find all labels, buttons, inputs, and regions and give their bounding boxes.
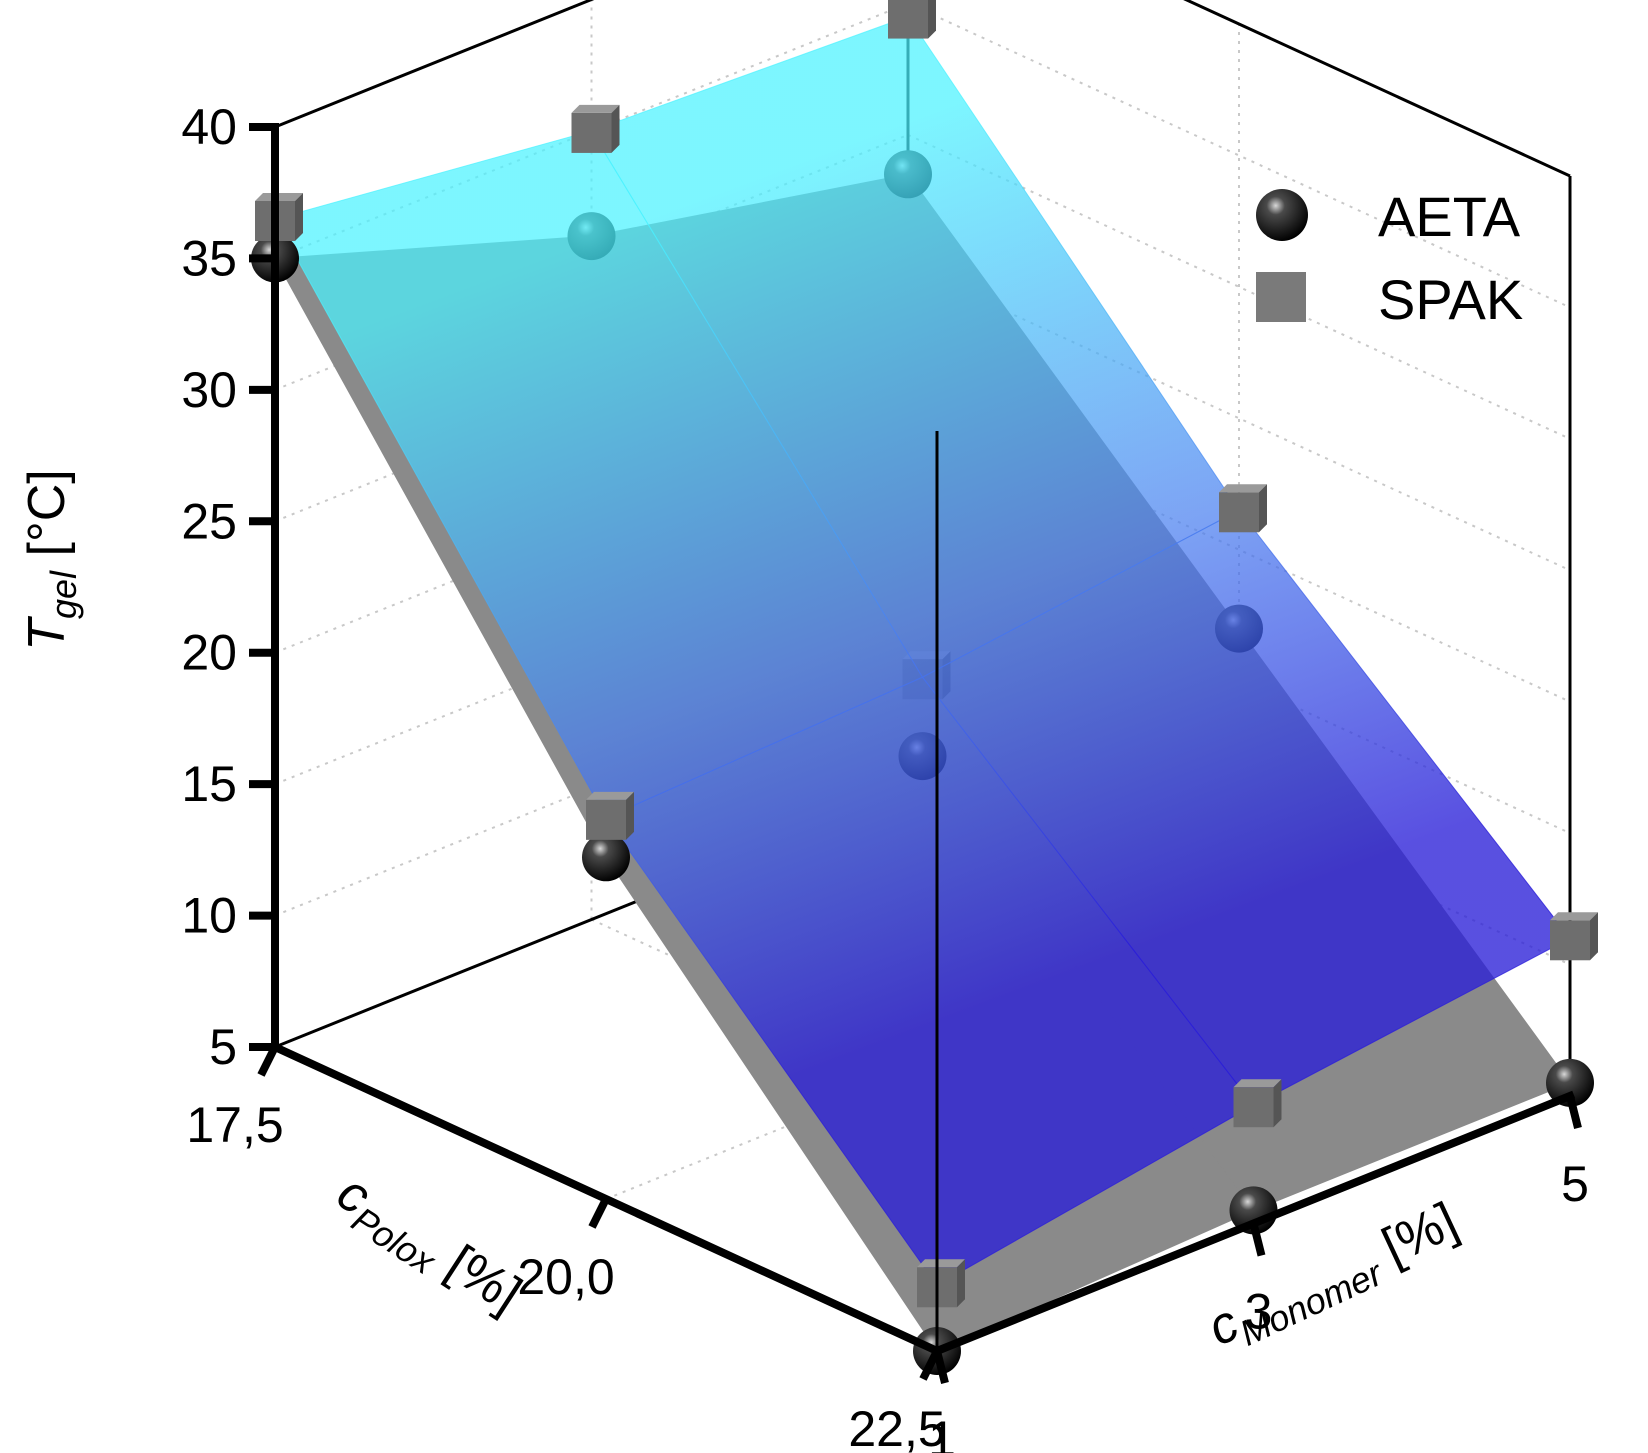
- legend: AETA SPAK: [1256, 185, 1523, 331]
- y-tick-label: 1: [928, 1411, 956, 1453]
- spak-point-6: [917, 1259, 965, 1308]
- x-tick-label: 17,5: [186, 1097, 283, 1153]
- cube-side: [957, 1259, 965, 1308]
- cube-top: [571, 104, 620, 113]
- legend-spak-label: SPAK: [1378, 268, 1523, 331]
- z-tick-label: 10: [181, 888, 237, 944]
- grid-line-z: [274, 2, 909, 260]
- cube-side: [295, 193, 303, 241]
- cube-front: [571, 112, 612, 153]
- z-tick-label: 20: [181, 625, 237, 681]
- spak-fit-surface: [274, 15, 1571, 1286]
- z-tick-label: 25: [181, 493, 237, 549]
- cube-side: [1259, 484, 1267, 533]
- cube-front: [888, 0, 928, 39]
- z-tick-label: 15: [181, 756, 237, 812]
- cube-front: [1219, 492, 1259, 533]
- frame-edge: [274, 0, 595, 129]
- frame-edge: [1183, 0, 1571, 178]
- z-axis-title: Tgel [°C]: [18, 469, 84, 651]
- spak-point-1: [571, 104, 620, 153]
- x-tick: [257, 1045, 279, 1077]
- spak-point-2: [888, 0, 936, 39]
- cube-side: [928, 0, 936, 39]
- x-tick: [588, 1197, 610, 1229]
- y-tick: [1249, 1222, 1266, 1257]
- cube-side: [611, 104, 620, 153]
- cube-top: [1233, 1079, 1282, 1088]
- y-tick: [933, 1350, 949, 1384]
- cube-front: [1550, 920, 1590, 961]
- cube-top: [1219, 484, 1267, 493]
- z-tick-label: 5: [209, 1019, 237, 1075]
- x-tick-label: 22,5: [848, 1401, 945, 1453]
- y-tick: [1566, 1095, 1582, 1129]
- cube-top: [586, 791, 634, 800]
- cube-front: [1233, 1087, 1274, 1128]
- legend-spak-marker: [1256, 272, 1306, 322]
- cube-side: [626, 791, 634, 840]
- legend-aeta-label: AETA: [1378, 185, 1521, 248]
- y-tick-label: 5: [1561, 1156, 1589, 1212]
- y-tick-label: 3: [1245, 1284, 1273, 1340]
- z-tick-label: 40: [181, 99, 237, 155]
- legend-aeta-marker: [1256, 189, 1308, 241]
- spak-point-7: [1233, 1079, 1282, 1128]
- x-axis-title: cPolox [%]: [323, 1163, 531, 1330]
- spak-point-5: [1219, 484, 1267, 533]
- cube-front: [586, 799, 626, 840]
- cube-top: [917, 1259, 965, 1268]
- z-tick-label: 30: [181, 362, 237, 418]
- cube-side: [1273, 1079, 1282, 1128]
- aeta-point-3: [582, 833, 630, 882]
- z-tick-label: 35: [181, 230, 237, 286]
- cube-side: [1590, 912, 1598, 961]
- aeta-point-8: [1546, 1058, 1594, 1107]
- x-tick-label: 20,0: [517, 1249, 614, 1305]
- spak-point-3: [586, 791, 634, 840]
- cube-top: [1550, 912, 1598, 921]
- spak-point-8: [1550, 912, 1598, 961]
